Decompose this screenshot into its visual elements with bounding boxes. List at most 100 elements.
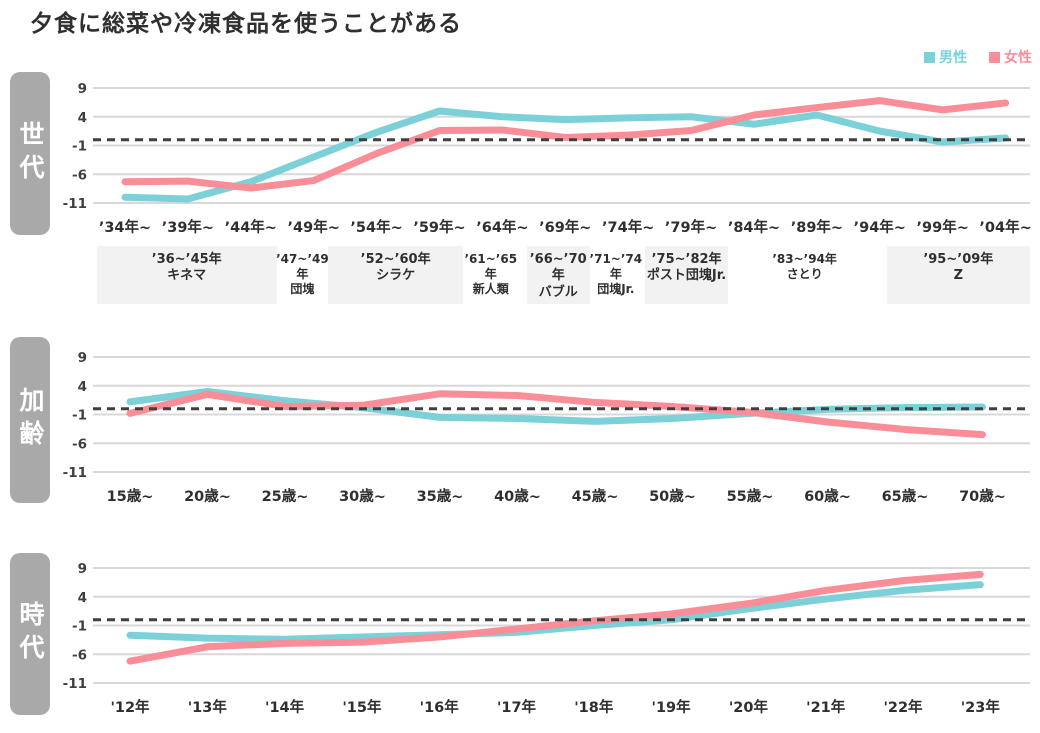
series-line-male (121, 107, 1010, 203)
x-tick-label: '22年 (883, 698, 923, 716)
x-tick-label: ’49年~ (288, 218, 340, 236)
x-tick-label: ’04年~ (979, 218, 1031, 236)
x-tick-label: ’34年~ (99, 218, 151, 236)
y-tick-label: -6 (72, 647, 87, 663)
chart-aging: 9 4 -1 -6 -11 15歳~ 20歳~ 25歳~ 30歳~ 35歳~ 40歳~ 45歳~ 50歳… (63, 350, 1030, 505)
legend: 男性 女性 (924, 47, 1032, 67)
band-range: ’52~’60年 (360, 252, 431, 267)
x-tick-label: 55歳~ (727, 487, 774, 505)
page-title: 夕食に総菜や冷凍食品を使うことがある (30, 11, 462, 37)
generation-band: ’47~’49年 団塊 (276, 246, 329, 304)
band-name: バブル (538, 284, 578, 300)
generation-band: ’83~’94年 さとり (768, 246, 842, 304)
x-tick-label: 60歳~ (804, 487, 851, 505)
y-tick-label: -6 (72, 436, 87, 452)
band-range: ’66~’70年 (529, 252, 587, 284)
y-tick-label: -1 (72, 408, 87, 424)
x-tick-label: ’94年~ (854, 218, 906, 236)
generation-band: ’95~’09年 Z (886, 246, 1030, 304)
y-tick-label: 9 (78, 81, 87, 97)
band-range: ’47~’49年 (276, 252, 329, 281)
generation-band: ’52~’60年 シラケ (328, 246, 464, 304)
band-name: キネマ (167, 268, 207, 284)
legend-item-female: 女性 (989, 47, 1032, 67)
row-label-generation: 世代 (10, 72, 50, 235)
chart-era: 9 4 -1 -6 -11 '12年 '13年 '14年 '15年 '16年 '17年 '18年 '19… (63, 561, 1030, 716)
y-tick-label: 9 (78, 561, 87, 577)
band-range: ’95~’09年 (923, 252, 994, 267)
x-tick-label: ’89年~ (791, 218, 843, 236)
x-tick-label: '23年 (961, 698, 1001, 716)
x-tick-label: '21年 (806, 698, 846, 716)
y-tick-label: 4 (78, 379, 87, 395)
x-tick-label: '16年 (420, 698, 460, 716)
x-tick-label: ’99年~ (917, 218, 969, 236)
legend-label-male: 男性 (939, 50, 967, 66)
y-tick-label: -1 (72, 139, 87, 155)
x-tick-label: 50歳~ (649, 487, 696, 505)
x-tick-label: 15歳~ (107, 487, 154, 505)
y-tick-label: 9 (78, 350, 87, 366)
band-name: 新人類 (472, 282, 509, 296)
y-tick-label: -11 (63, 196, 87, 212)
band-name: ポスト団塊Jr. (646, 268, 727, 284)
y-tick-label: -11 (63, 676, 87, 692)
x-tick-label: 40歳~ (494, 487, 541, 505)
series-line-female (126, 570, 984, 665)
band-name: Z (953, 268, 964, 284)
series-line-male (126, 581, 984, 643)
x-tick-label: ’84年~ (728, 218, 780, 236)
x-tick-label: 35歳~ (417, 487, 464, 505)
x-tick-label: ’59年~ (413, 218, 465, 236)
x-tick-label: '12年 (110, 698, 150, 716)
series-line-female (126, 390, 986, 439)
y-tick-label: 4 (78, 590, 87, 606)
band-range: ’75~’82年 (651, 252, 722, 267)
x-tick-label: '13年 (188, 698, 228, 716)
x-tick-label: 70歳~ (959, 487, 1006, 505)
generation-band: ’71~’74年 団塊Jr. (589, 246, 643, 304)
band-name: さとり (786, 267, 823, 281)
x-tick-label: 65歳~ (882, 487, 929, 505)
generation-band: ’66~’70年 バブル (526, 246, 590, 304)
chart-generation: 9 4 -1 -6 -11 ’34年~ ’39年~ ’44年~ ’49年~ ’54年~ ’59年~ ’… (63, 81, 1032, 236)
band-name: シラケ (376, 268, 416, 284)
x-tick-label: '19年 (652, 698, 692, 716)
x-tick-label: 20歳~ (184, 487, 231, 505)
generation-band: ’61~’65年 新人類 (464, 246, 518, 304)
band-name: 団塊 (290, 282, 315, 296)
x-tick-label: ’64年~ (476, 218, 528, 236)
x-tick-label: ’44年~ (225, 218, 277, 236)
x-tick-label: ’74年~ (602, 218, 654, 236)
male-series-swatch-icon (924, 51, 935, 63)
legend-item-male: 男性 (924, 47, 967, 67)
y-tick-label: -6 (72, 167, 87, 183)
x-tick-label: '15年 (342, 698, 382, 716)
band-range: ’71~’74年 (589, 252, 643, 281)
band-range: ’61~’65年 (464, 252, 518, 281)
series-line-female (121, 97, 1010, 192)
legend-label-female: 女性 (1004, 50, 1032, 66)
x-tick-label: ’69年~ (539, 218, 591, 236)
x-tick-label: 45歳~ (572, 487, 619, 505)
x-tick-label: ’39年~ (162, 218, 214, 236)
band-name: 団塊Jr. (597, 282, 635, 296)
generation-bands: ’36~’45年 キネマ ’47~’49年 団塊 ’52~’60年 シラケ ’61~’65年… (93, 246, 1030, 304)
x-tick-label: ’79年~ (665, 218, 717, 236)
generation-band: ’36~’45年 キネマ (96, 246, 277, 304)
x-tick-label: 25歳~ (262, 487, 309, 505)
x-tick-label: '18年 (574, 698, 614, 716)
band-range: ’83~’94年 (772, 252, 837, 266)
x-tick-label: ’54年~ (350, 218, 402, 236)
x-tick-label: '20年 (729, 698, 769, 716)
y-tick-label: 4 (78, 110, 87, 126)
x-tick-label: 30歳~ (339, 487, 386, 505)
y-tick-label: -11 (63, 465, 87, 481)
female-series-swatch-icon (989, 51, 1000, 63)
y-tick-label: -1 (72, 619, 87, 635)
row-label-era: 時代 (10, 553, 50, 715)
x-tick-label: '14年 (265, 698, 305, 716)
generation-band: ’75~’82年 ポスト団塊Jr. (644, 246, 729, 304)
x-tick-label: '17年 (497, 698, 537, 716)
